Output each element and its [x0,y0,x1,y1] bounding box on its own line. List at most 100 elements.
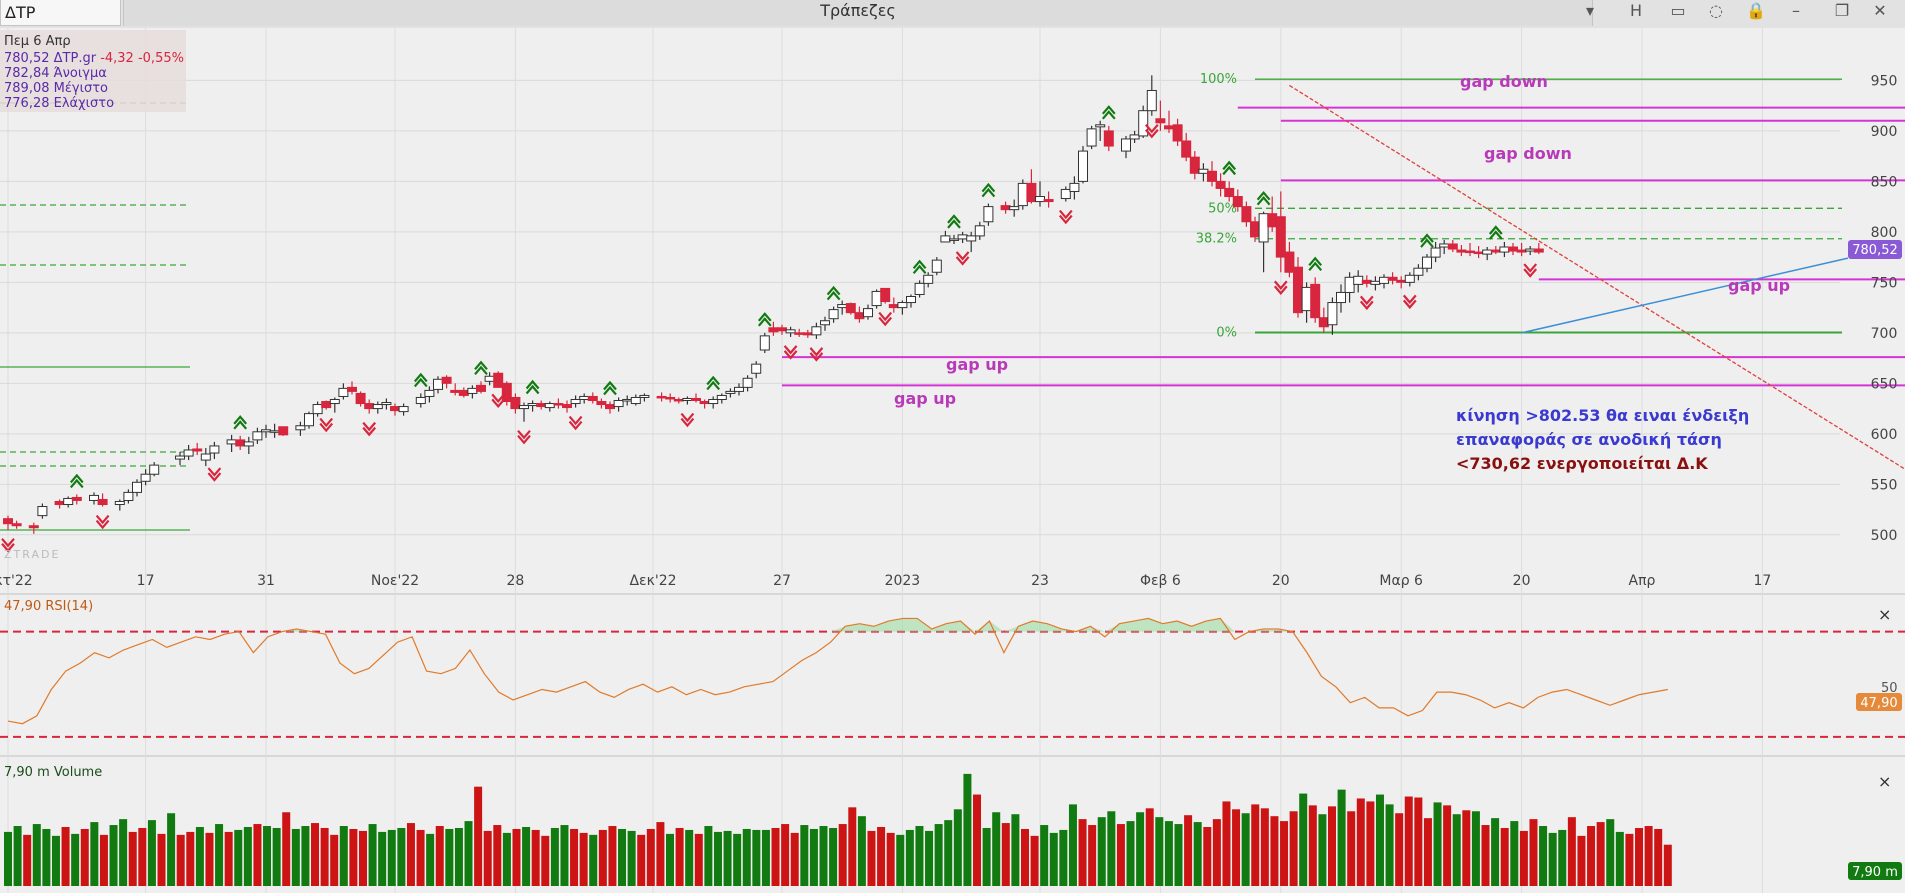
candle-body [295,425,306,431]
sector-title[interactable]: Τράπεζες [123,0,1593,26]
info-change: -4,32 [100,51,134,66]
volume-bar [1423,818,1432,886]
chart-canvas[interactable]: 100% 50% 38.2% 0% 950 900 850 800 750 700 650 600 5… [0,28,1905,893]
volume-bar [1222,801,1231,886]
x-tick-label: Δεκ'22 [629,573,676,589]
info-high-line: 789,08 Μέγιστο [4,81,108,96]
volume-bar [1366,801,1375,886]
candle-body [1069,182,1080,192]
minimize-icon[interactable]: – [1792,1,1800,20]
layout-icon[interactable]: ▭ [1670,1,1686,20]
volume-bar [1184,815,1193,886]
candle-body [192,448,203,452]
volume-close-icon[interactable]: × [1878,772,1891,791]
volume-bar [253,824,262,886]
volume-bar [550,827,559,886]
volume-bar [406,823,415,886]
swing-high-marker [603,380,617,396]
candle-body [983,206,994,223]
fib-level-label: 38.2% [1196,232,1237,247]
volume-bar [915,826,924,886]
lock-icon[interactable]: 🔒 [1746,1,1766,20]
volume-bar [618,828,627,886]
candle-body [794,332,805,335]
candle-body [906,295,916,304]
volume-bar [42,828,51,886]
candle-body [54,500,65,506]
swing-low-marker [95,514,110,530]
volume-bar [752,829,761,886]
candle-body [1361,279,1372,284]
volume-bar [224,831,233,886]
x-tick-label: Νοε'22 [371,573,419,589]
candle-body [777,327,787,332]
volume-bar [445,828,454,886]
rsi-value-badge-text: 47,90 [1860,696,1897,711]
chat-icon[interactable]: ◌ [1709,1,1723,20]
uptrend-line [1521,257,1849,334]
window-titlebar: ΔΤΡ Τράπεζες ▾ H ▭ ◌ 🔒 – ❐ ✕ [0,0,1905,29]
swing-high-marker [912,259,927,275]
volume-bar [589,834,598,886]
candle-body [587,395,598,402]
candle-body [1430,247,1441,258]
volume-bar [857,816,866,886]
volume-bar [109,825,118,886]
candle-body [1017,182,1028,207]
volume-bar [349,828,358,886]
candle-body [1413,267,1424,276]
volume-bar [637,834,646,886]
candle-body [114,500,125,506]
rsi-line [7,617,1668,725]
candle-body [209,445,220,454]
candle-body [1250,221,1260,238]
candle-body [1439,243,1450,248]
candle-body [742,377,753,388]
volume-bar [1126,821,1135,886]
volume-bar [848,807,857,886]
interval-button[interactable]: H [1629,1,1643,20]
candle-body [1344,276,1355,293]
info-open-line: 782,84 Άνοιγμα [4,66,107,81]
volume-bar [176,834,185,886]
candle-body [28,525,39,529]
volume-bar [733,833,742,886]
volume-bar [1078,819,1087,886]
volume-bar [1443,805,1452,886]
volume-value-badge [1848,862,1902,880]
dropdown-chevron-icon[interactable]: ▾ [1585,1,1595,20]
volume-bar [1491,818,1500,886]
swing-low-marker [783,345,798,360]
candle-body [450,389,461,393]
note-line-2: επαναφοράς σε ανοδική τάση [1456,430,1722,449]
restore-icon[interactable]: ❐ [1834,1,1850,20]
candle-body [570,398,581,405]
volume-bar [128,831,137,886]
candle-body [1241,206,1252,223]
volume-bar [1385,804,1394,886]
price-badge [1848,240,1902,259]
candle-body [252,431,263,441]
swing-low-marker [568,415,583,431]
info-high: 789,08 [4,81,50,96]
volume-bar [1615,831,1624,886]
rsi-close-icon[interactable]: × [1878,605,1891,624]
y-tick-label: 500 [1871,528,1898,544]
analysis-lines: 100% 50% 38.2% 0% [0,72,1905,531]
candle-body [1138,110,1149,137]
candle-body [931,259,942,273]
close-icon[interactable]: ✕ [1873,1,1887,20]
volume-bar [973,794,982,886]
swing-low-marker [1273,280,1288,295]
candle-body [1155,118,1166,124]
volume-bar [1404,796,1413,886]
candle-body [1404,274,1415,283]
swing-high-marker [757,312,772,327]
volume-bar [761,829,770,886]
candle-body [785,329,796,334]
candle-body [691,397,701,401]
volume-bar [339,826,348,886]
candle-body [355,392,366,405]
symbol-tab[interactable]: ΔΤΡ [0,0,121,26]
swing-low-marker [1402,294,1417,310]
